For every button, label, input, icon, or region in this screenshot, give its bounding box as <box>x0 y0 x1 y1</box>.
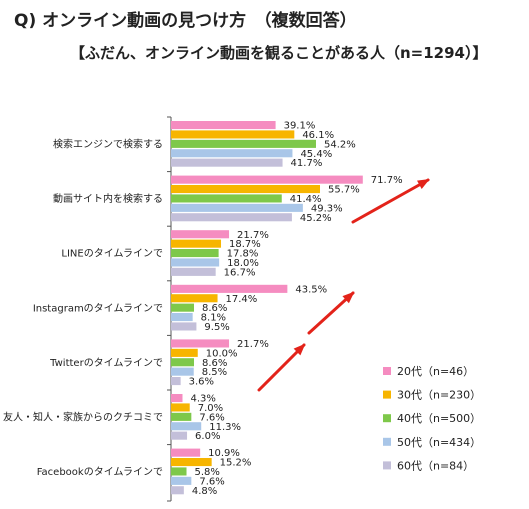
data-label: 45.2% <box>300 213 332 224</box>
bar <box>171 448 201 457</box>
category-label: Twitterのタイムラインで <box>49 357 163 369</box>
data-label: 41.4% <box>290 194 322 205</box>
bar <box>171 267 216 276</box>
bar <box>171 185 320 194</box>
data-label: 9.5% <box>204 322 229 333</box>
category-label: 動画サイト内を検索する <box>53 192 163 205</box>
legend-label: 50代（n=434） <box>397 436 481 449</box>
data-label: 41.7% <box>291 158 323 169</box>
legend-swatch <box>383 461 391 470</box>
category-label: 友人・知人・家族からのクチコミで <box>3 411 163 424</box>
bar <box>171 358 195 367</box>
bar <box>171 367 194 376</box>
bar <box>171 422 202 431</box>
annotation-arrow <box>257 343 306 392</box>
data-label: 21.7% <box>237 339 269 350</box>
data-label: 5.8% <box>195 467 220 478</box>
data-label: 54.2% <box>324 139 356 150</box>
bar <box>171 121 276 130</box>
bar <box>171 149 293 158</box>
bar <box>171 230 230 239</box>
category-label: Facebookのタイムラインで <box>37 466 163 478</box>
data-label: 4.3% <box>191 394 216 405</box>
bar <box>171 458 212 467</box>
data-label: 43.5% <box>295 284 327 295</box>
data-label: 10.0% <box>206 348 238 359</box>
data-label: 8.6% <box>202 358 227 369</box>
bar <box>171 294 218 303</box>
data-label: 71.7% <box>371 175 403 186</box>
data-label: 18.0% <box>227 258 259 269</box>
category-label: 検索エンジンで検索する <box>53 138 163 151</box>
legend-swatch <box>383 390 391 399</box>
bar <box>171 139 316 148</box>
bar <box>171 303 195 312</box>
bar <box>171 258 220 267</box>
annotation-arrow <box>351 178 430 224</box>
bar <box>171 284 288 293</box>
data-label: 7.0% <box>198 403 223 414</box>
bar <box>171 394 183 403</box>
bar <box>171 213 292 222</box>
annotation-arrowhead <box>417 179 430 190</box>
bar <box>171 249 219 258</box>
question-title: Q) オンライン動画の見つけ方 （複数回答） <box>14 11 357 31</box>
data-label: 8.6% <box>202 303 227 314</box>
legend-swatch <box>383 437 391 446</box>
data-label: 46.1% <box>302 130 334 141</box>
data-label: 17.4% <box>226 294 258 305</box>
data-label: 10.9% <box>208 448 240 459</box>
category-label: LINEのタイムラインで <box>61 248 163 260</box>
category-label: Instagramのタイムラインで <box>33 302 163 314</box>
data-label: 55.7% <box>328 185 360 196</box>
legend-label: 20代（n=46） <box>397 365 474 378</box>
bar <box>171 313 193 322</box>
data-label: 15.2% <box>220 458 252 469</box>
annotation-arrow <box>307 291 355 335</box>
bar <box>171 476 192 485</box>
data-label: 7.6% <box>199 412 224 423</box>
data-label: 8.1% <box>201 313 226 324</box>
annotation-arrowhead <box>293 343 306 356</box>
data-label: 3.6% <box>189 377 214 388</box>
legend-label: 30代（n=230） <box>397 389 481 402</box>
bar <box>171 339 230 348</box>
bar <box>171 486 184 495</box>
data-label: 21.7% <box>237 230 269 241</box>
legend-swatch <box>383 367 391 375</box>
bar <box>171 322 197 331</box>
data-label: 7.6% <box>199 476 224 487</box>
data-label: 11.3% <box>209 422 241 433</box>
data-label: 4.8% <box>192 486 217 497</box>
data-label: 17.8% <box>227 249 259 260</box>
annotation-arrowhead <box>342 291 355 304</box>
data-label: 45.4% <box>300 149 332 160</box>
legend-label: 60代（n=84） <box>397 459 474 472</box>
data-label: 39.1% <box>284 121 316 132</box>
bar <box>171 348 198 357</box>
data-label: 18.7% <box>229 239 261 250</box>
legend-swatch <box>383 414 391 423</box>
bar <box>171 203 303 212</box>
legend-label: 40代（n=500） <box>397 412 481 425</box>
data-label: 49.3% <box>311 203 343 214</box>
data-label: 8.5% <box>202 367 227 378</box>
bar <box>171 194 282 203</box>
bar <box>171 239 222 248</box>
bar <box>171 158 283 167</box>
data-label: 6.0% <box>195 431 220 442</box>
data-label: 16.7% <box>224 267 256 278</box>
chart-subtitle: 【ふだん、オンライン動画を観ることがある人（n=1294）】 <box>70 44 488 62</box>
bar <box>171 467 187 476</box>
bar <box>171 377 181 386</box>
bar <box>171 175 363 184</box>
bar <box>171 130 295 139</box>
bar <box>171 431 188 440</box>
bar <box>171 403 190 412</box>
bar <box>171 412 192 421</box>
